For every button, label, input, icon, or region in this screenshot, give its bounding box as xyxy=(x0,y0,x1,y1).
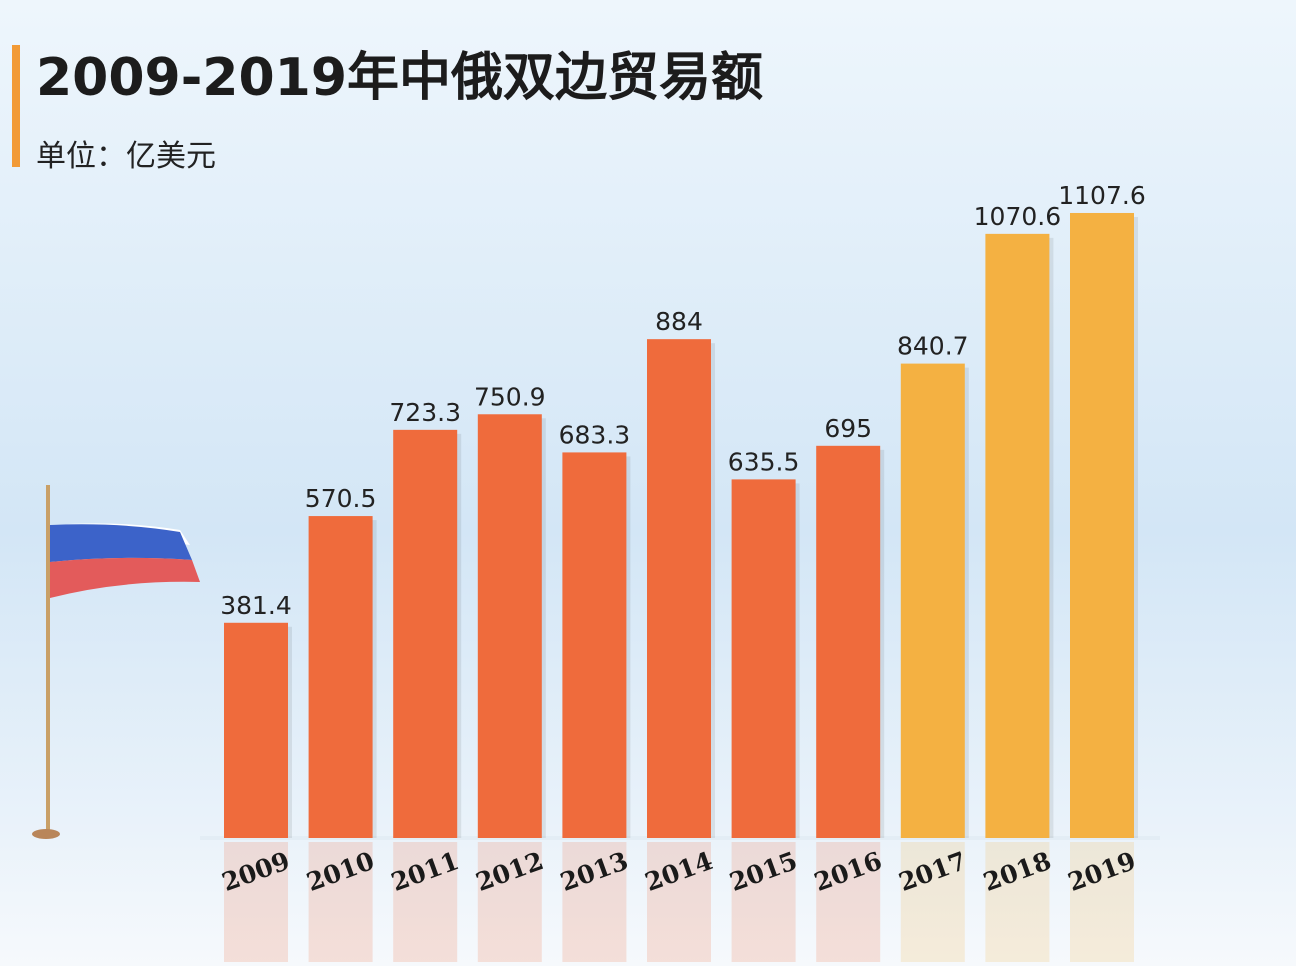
value-label: 635.5 xyxy=(728,447,800,476)
value-label: 570.5 xyxy=(305,484,377,513)
value-label: 1107.6 xyxy=(1058,181,1145,210)
bar xyxy=(647,339,711,838)
bar xyxy=(224,622,288,838)
bar-reflection xyxy=(816,842,881,962)
bar-reflection xyxy=(562,842,627,962)
value-label: 840.7 xyxy=(897,332,969,361)
value-label: 683.3 xyxy=(559,420,631,449)
value-label: 884 xyxy=(655,307,703,336)
bar-reflection xyxy=(731,842,796,962)
bar-reflection xyxy=(393,842,458,962)
bar xyxy=(816,445,881,838)
bar-reflection xyxy=(477,842,542,962)
chart-title: 2009-2019年中俄双边贸易额 xyxy=(36,48,763,108)
value-label: 723.3 xyxy=(389,398,461,427)
bar-reflection xyxy=(224,842,288,962)
bar xyxy=(393,429,458,838)
flag xyxy=(32,485,200,839)
bar xyxy=(477,414,542,838)
bar xyxy=(562,452,627,838)
accent-bar xyxy=(12,45,20,167)
bar-reflection xyxy=(985,842,1050,962)
bar-reflection xyxy=(1070,842,1134,962)
value-label: 1070.6 xyxy=(974,202,1061,231)
value-label: 381.4 xyxy=(220,591,292,620)
bar-reflection xyxy=(308,842,373,962)
chart-subtitle: 单位：亿美元 xyxy=(36,139,216,174)
bar xyxy=(985,233,1050,838)
value-label: 750.9 xyxy=(474,382,546,411)
bar xyxy=(308,516,373,838)
bar-reflection xyxy=(900,842,965,962)
bar xyxy=(900,363,965,838)
value-label: 695 xyxy=(824,414,872,443)
bar xyxy=(1070,212,1134,838)
bar xyxy=(731,479,796,838)
bar-reflection xyxy=(647,842,711,962)
